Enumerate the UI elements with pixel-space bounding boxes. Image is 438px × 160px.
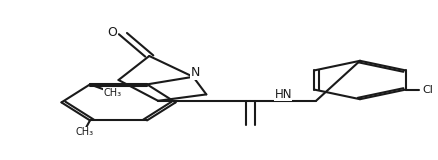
Text: CH₃: CH₃ <box>75 127 94 137</box>
Text: N: N <box>190 66 200 79</box>
Text: CH₃: CH₃ <box>103 88 122 98</box>
Text: Cl: Cl <box>421 85 432 95</box>
Text: O: O <box>107 25 117 39</box>
Text: HN: HN <box>274 88 291 101</box>
